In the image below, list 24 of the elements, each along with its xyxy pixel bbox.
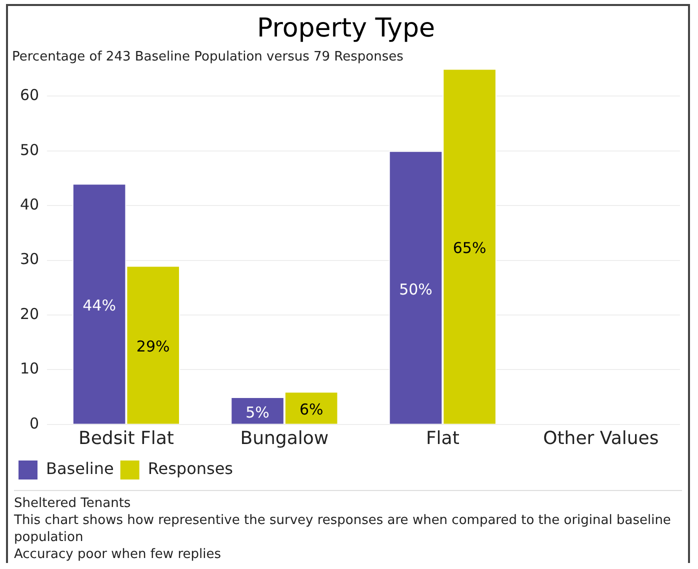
x-tick-label: Flat [426,428,460,449]
chart-title: Property Type [256,13,436,44]
y-tick-label: 30 [20,250,40,268]
x-tick-label: Bungalow [240,428,329,449]
y-tick-label: 60 [20,86,40,104]
x-tick-label: Other Values [543,428,659,449]
text: Accuracy poor when few replies [14,546,222,563]
data-label: 65% [452,239,486,258]
chart-subtitle: Percentage of 243 Baseline Population versus 79 Responses [12,49,404,64]
y-tick-label: 10 [20,360,40,378]
y-tick-label: 0 [30,414,40,432]
x-tick-label: Bedsit Flat [78,428,174,449]
data-label: 50% [399,280,432,298]
y-tick-label: 50 [20,140,40,159]
text: Sheltered Tenants [14,495,132,512]
legend-label: Responses [148,459,234,478]
text: This chart shows how representive the survey responses are when compared to the original baseline population [14,512,672,546]
data-label: 5% [246,403,270,422]
y-tick-label: 20 [20,304,40,323]
data-label: 29% [136,338,170,356]
legend-label: Baseline [46,459,114,478]
data-label: 6% [299,400,324,419]
y-tick-label: 40 [20,195,40,214]
data-label: 44% [82,296,116,315]
